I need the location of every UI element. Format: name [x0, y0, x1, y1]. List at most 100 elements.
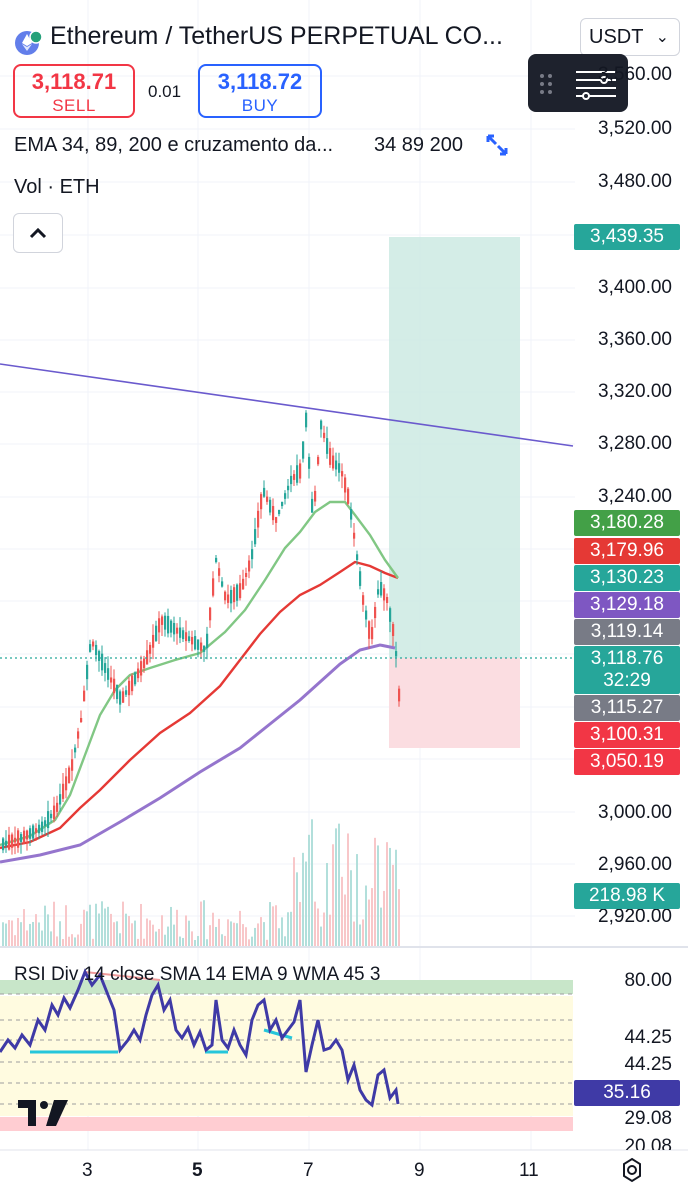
ema-indicator-label[interactable]: EMA 34, 89, 200 e cruzamento da...: [14, 134, 334, 156]
candle-body: [257, 510, 260, 528]
buy-label: BUY: [241, 96, 279, 115]
candle-body: [233, 587, 236, 603]
candle-body: [131, 675, 134, 692]
candle-body: [374, 606, 377, 619]
volume-indicator-label[interactable]: Vol · ETH: [14, 176, 100, 198]
volume-bar: [329, 914, 331, 946]
volume-bar: [107, 906, 109, 946]
volume-bar: [395, 849, 397, 946]
settings-sliders-icon[interactable]: [574, 66, 618, 102]
price-axis-label: 3,000.00: [598, 802, 672, 823]
volume-bar: [41, 930, 43, 946]
ema-indicator-values: 34 89 200: [374, 134, 463, 156]
ema200-price-tag: 3,129.18: [574, 592, 680, 618]
candle-body: [155, 625, 158, 641]
volume-bar: [269, 902, 271, 946]
currency-select[interactable]: USDT ⌄: [580, 18, 680, 56]
candle-body: [380, 582, 383, 596]
volume-bar: [275, 905, 277, 946]
rsi-bear-div-line: [84, 971, 161, 981]
spread-value: 0.01: [148, 82, 182, 101]
candle-body: [119, 691, 122, 705]
rsi-line: [0, 968, 400, 1108]
rsi-overbought-band: [0, 980, 573, 994]
candle-body: [176, 627, 179, 634]
volume-bar: [38, 922, 40, 946]
candle-body: [377, 589, 380, 595]
candle-body: [50, 813, 53, 819]
buy-button[interactable]: 3,118.72 BUY: [198, 64, 322, 118]
candle-body: [224, 591, 227, 601]
candle-body: [86, 664, 89, 680]
settings-gear-icon[interactable]: [618, 1156, 646, 1184]
candle-body: [362, 595, 365, 605]
candle-body: [182, 630, 185, 640]
volume-bar: [137, 938, 139, 946]
volume-bar: [284, 936, 286, 946]
volume-bar: [77, 934, 79, 946]
volume-bar: [104, 908, 106, 946]
target-zone: [389, 237, 520, 658]
volume-bar: [347, 833, 349, 946]
candle-body: [278, 509, 281, 515]
volume-bar: [254, 927, 256, 946]
volume-bar: [53, 901, 55, 946]
symbol-title[interactable]: Ethereum / TetherUS PERPETUAL CO...: [50, 22, 503, 50]
candle-body: [308, 456, 311, 469]
candle-body: [386, 597, 389, 603]
swap-arrows-icon[interactable]: [480, 128, 514, 162]
drag-handle-icon[interactable]: [538, 72, 558, 96]
volume-bar: [218, 918, 220, 946]
target-price-tag: 3,439.35: [574, 224, 680, 250]
candle-body: [389, 608, 392, 622]
volume-bar: [2, 922, 4, 946]
sell-button[interactable]: 3,118.71 SELL: [13, 64, 135, 118]
volume-bar: [89, 904, 91, 946]
buy-price: 3,118.72: [217, 69, 303, 94]
candle-body: [323, 432, 326, 439]
candle-body: [242, 578, 245, 590]
volume-bar: [278, 928, 280, 946]
chevron-down-icon: ⌄: [655, 29, 669, 46]
drawing-toolbar[interactable]: [528, 54, 628, 112]
candle-body: [122, 691, 125, 703]
candle-body: [89, 644, 92, 652]
ema-89-line: [0, 560, 399, 850]
price-axis-label: 3,320.00: [598, 381, 672, 402]
candle-body: [227, 594, 230, 603]
volume-bar: [320, 926, 322, 946]
volume-bar: [266, 939, 268, 946]
volume-bar: [251, 936, 253, 946]
candle-body: [149, 644, 152, 654]
volume-bar: [248, 939, 250, 946]
teal-price-tag: 3,130.23: [574, 565, 680, 591]
candle-body: [74, 747, 77, 753]
volume-bar: [362, 919, 364, 946]
volume-bar: [359, 924, 361, 946]
volume-bar: [140, 903, 142, 946]
volume-bar: [98, 913, 100, 946]
collapse-button[interactable]: [13, 213, 63, 253]
candle-body: [92, 641, 95, 647]
candle-body: [173, 622, 176, 635]
volume-bar: [26, 930, 28, 946]
volume-bar: [128, 916, 130, 946]
candle-body: [302, 441, 305, 459]
candle-body: [398, 688, 401, 702]
ema-200-line: [0, 643, 396, 864]
volume-bar: [386, 842, 388, 946]
volume-bar: [62, 939, 64, 946]
ema-34-line: [0, 500, 399, 847]
candle-body: [161, 616, 164, 625]
volume-bar: [20, 922, 22, 946]
volume-bar: [134, 920, 136, 946]
volume-bar: [209, 925, 211, 946]
volume-bar: [32, 921, 34, 946]
volume-bar: [131, 923, 133, 946]
rsi-bull-div-line-3: [263, 1028, 293, 1040]
candle-body: [11, 834, 14, 848]
candle-body: [125, 690, 128, 695]
candle-body: [191, 636, 194, 645]
rsi-indicator-label[interactable]: RSI Div 14 close SMA 14 EMA 9 WMA 45 3: [14, 964, 381, 985]
